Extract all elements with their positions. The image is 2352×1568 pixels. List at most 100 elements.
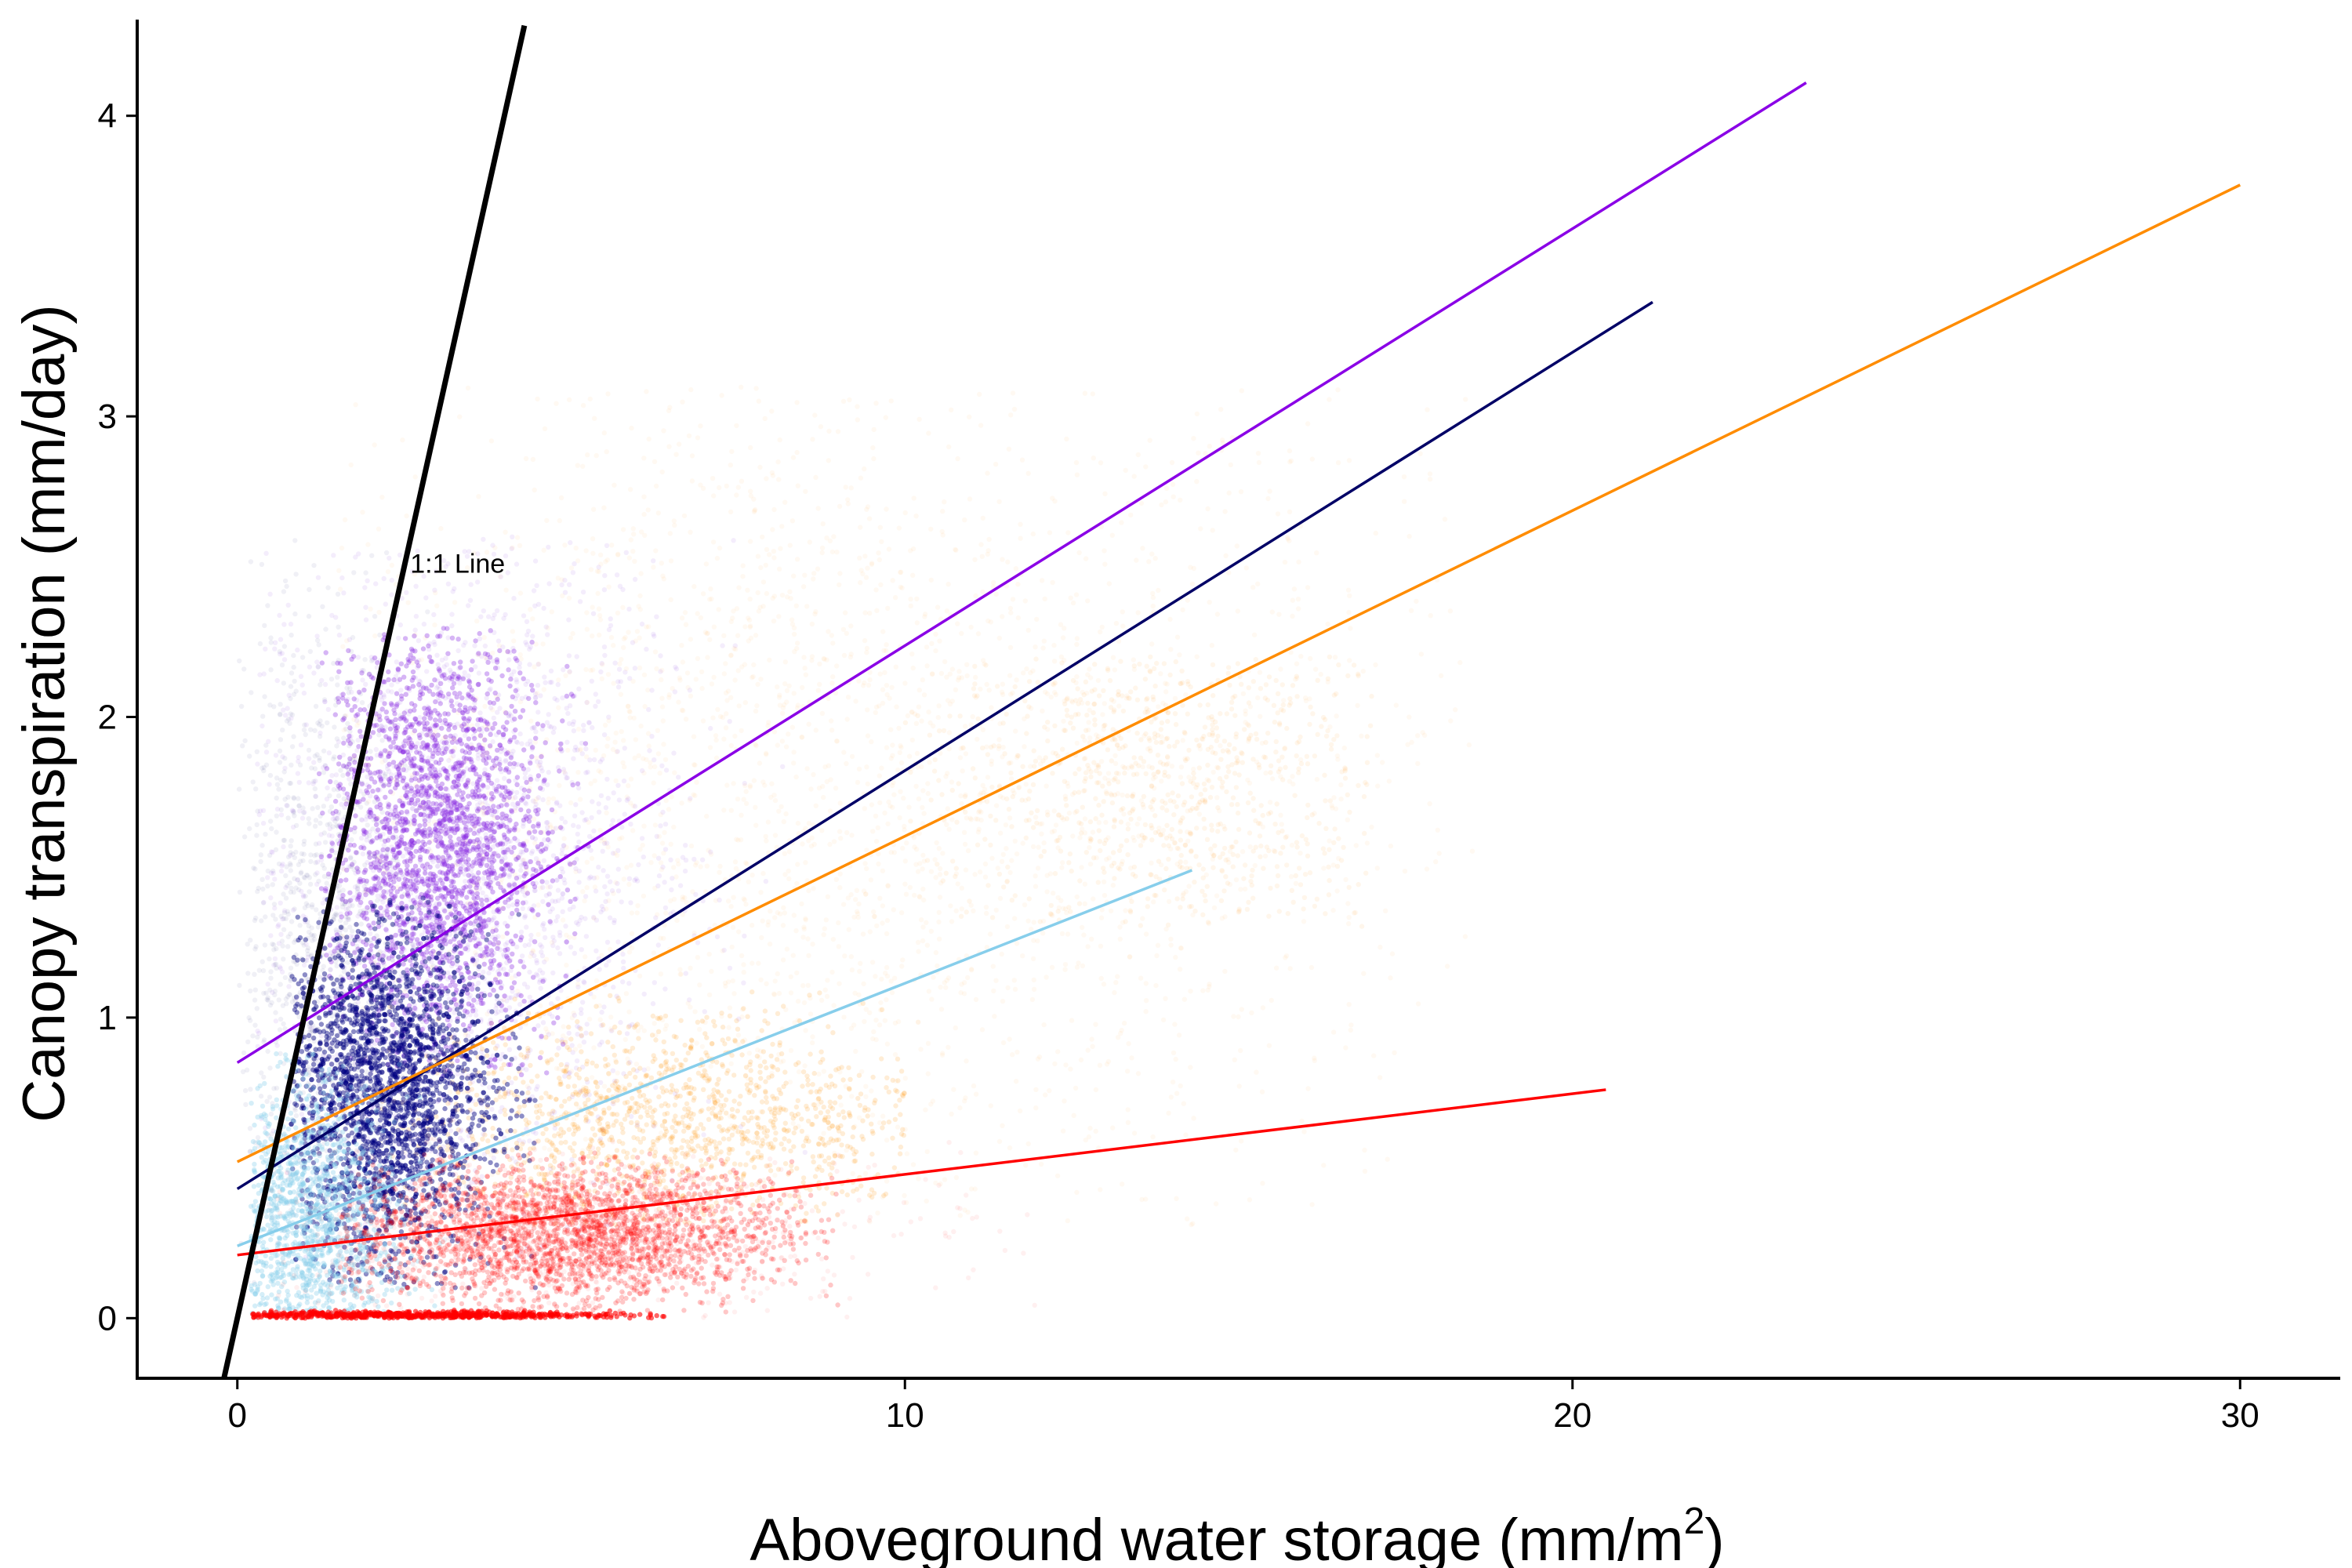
data-point: [1250, 585, 1256, 590]
data-point: [811, 886, 816, 891]
data-point: [619, 835, 625, 840]
data-point: [689, 453, 695, 459]
data-point: [702, 630, 709, 635]
data-point: [473, 1102, 479, 1107]
data-point: [822, 1142, 828, 1148]
data-point: [1094, 780, 1100, 786]
data-point: [536, 858, 542, 864]
data-point: [896, 525, 902, 531]
data-point: [953, 908, 959, 914]
data-point: [585, 452, 590, 458]
data-point: [706, 951, 712, 957]
data-point: [615, 551, 621, 557]
data-point: [856, 678, 862, 684]
data-point: [972, 681, 978, 687]
data-point: [849, 1094, 855, 1099]
data-point: [936, 846, 942, 851]
data-point: [1033, 1087, 1039, 1093]
data-point: [598, 1022, 604, 1029]
data-point: [1463, 397, 1468, 402]
data-point: [530, 616, 535, 622]
data-point: [1032, 764, 1037, 769]
data-point: [781, 1004, 786, 1009]
data-point: [788, 1148, 793, 1154]
data-point: [457, 414, 463, 419]
data-point: [1039, 578, 1045, 583]
data-point: [627, 715, 633, 720]
data-point: [668, 1089, 673, 1095]
data-point: [782, 1120, 788, 1126]
data-point: [676, 441, 682, 447]
data-point: [605, 844, 611, 850]
data-point: [620, 604, 626, 610]
data-point: [688, 1004, 693, 1010]
data-point: [645, 1066, 651, 1072]
data-point: [1033, 644, 1038, 650]
data-point: [984, 910, 989, 916]
data-point: [880, 1113, 886, 1119]
data-point: [626, 708, 632, 714]
data-point: [1041, 840, 1047, 846]
data-point: [601, 505, 607, 510]
data-point: [1239, 681, 1244, 687]
data-point: [1279, 822, 1285, 827]
data-point: [452, 600, 458, 605]
data-point: [1178, 681, 1183, 686]
data-point: [749, 1157, 755, 1163]
data-point: [709, 1041, 715, 1047]
data-point: [1000, 691, 1006, 698]
data-point: [1118, 1030, 1123, 1036]
data-point: [485, 1138, 491, 1144]
data-point: [764, 590, 770, 597]
data-point: [1111, 777, 1116, 782]
data-point: [1110, 883, 1116, 888]
data-point: [721, 736, 727, 742]
data-point: [1165, 718, 1171, 724]
data-point: [570, 630, 575, 637]
data-point: [1165, 922, 1171, 928]
data-point: [556, 705, 561, 710]
data-point: [1092, 717, 1098, 723]
data-point: [956, 781, 961, 786]
data-point: [1189, 1221, 1194, 1228]
data-point: [750, 1109, 755, 1115]
data-point: [1282, 746, 1288, 751]
data-point: [584, 626, 590, 632]
data-point: [1044, 889, 1050, 895]
data-point: [936, 919, 942, 925]
data-point: [804, 766, 810, 771]
data-point: [907, 884, 913, 891]
data-point: [1211, 852, 1217, 858]
data-point: [845, 895, 851, 901]
data-point: [800, 1143, 806, 1149]
data-point: [1044, 691, 1051, 697]
data-point: [1320, 846, 1327, 851]
data-point: [822, 987, 828, 993]
data-point: [748, 445, 753, 451]
data-point: [602, 722, 608, 728]
data-point: [924, 663, 930, 669]
data-point: [1098, 1187, 1103, 1192]
data-point: [776, 477, 782, 482]
data-point: [1096, 764, 1102, 770]
data-point: [559, 577, 564, 583]
data-point: [1000, 681, 1006, 687]
data-point: [763, 1088, 768, 1094]
data-point: [731, 1125, 736, 1131]
data-point: [475, 1168, 481, 1174]
data-point: [806, 953, 811, 959]
data-point: [593, 1079, 598, 1085]
data-point: [1323, 733, 1330, 739]
data-point: [748, 488, 753, 494]
data-point: [681, 1085, 687, 1091]
data-point: [1138, 923, 1144, 928]
data-point: [590, 1126, 596, 1131]
data-point: [570, 1148, 575, 1154]
data-point: [805, 1118, 811, 1124]
data-point: [803, 916, 808, 921]
data-point: [1262, 853, 1269, 859]
data-point: [858, 524, 863, 530]
data-point: [815, 688, 822, 693]
data-point: [846, 1065, 851, 1071]
data-point: [744, 1136, 750, 1142]
